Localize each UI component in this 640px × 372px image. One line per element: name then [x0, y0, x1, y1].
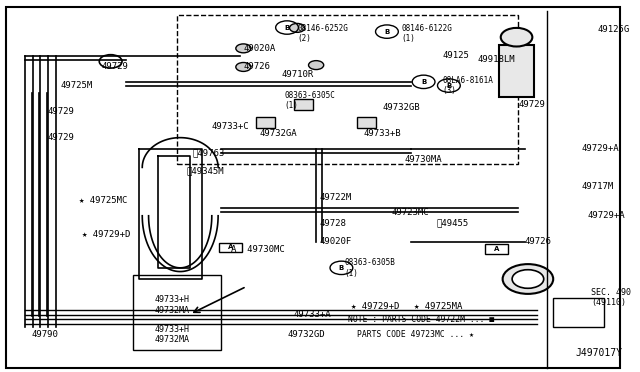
Text: 49733+B: 49733+B [364, 129, 401, 138]
Text: 49732GD: 49732GD [287, 330, 325, 339]
Text: ⒗49345M: ⒗49345M [186, 167, 224, 176]
Text: 49732GB: 49732GB [383, 103, 420, 112]
Text: 49918LM: 49918LM [477, 55, 515, 64]
Text: 49729: 49729 [47, 133, 74, 142]
Bar [132, 275, 221, 350]
Circle shape [236, 44, 251, 53]
Text: B: B [339, 265, 344, 271]
Text: 49725M: 49725M [60, 81, 92, 90]
Text: 49729+A: 49729+A [582, 144, 620, 153]
Text: 08LA6-8161A
(3): 08LA6-8161A (3) [443, 76, 493, 95]
Text: 08363-6305B
(1): 08363-6305B (1) [344, 258, 396, 278]
Circle shape [308, 61, 324, 70]
Bar [220, 243, 242, 252]
Text: ★ 49725MA: ★ 49725MA [414, 302, 463, 311]
Text: A  49730MC: A 49730MC [231, 245, 285, 254]
Text: A: A [493, 246, 499, 252]
Text: ★ 49729+D: ★ 49729+D [82, 230, 131, 239]
Text: 49722M: 49722M [319, 193, 351, 202]
Text: 49733+H
49732MA: 49733+H 49732MA [155, 325, 190, 344]
Text: 49729: 49729 [47, 107, 74, 116]
Bar [256, 117, 275, 128]
Text: ★ 49725MC: ★ 49725MC [79, 196, 127, 205]
Text: 08146-6252G
(2): 08146-6252G (2) [297, 24, 348, 43]
Text: 08146-6122G
(1): 08146-6122G (1) [401, 24, 452, 43]
Text: ★ 49729+D: ★ 49729+D [351, 302, 399, 311]
Circle shape [99, 55, 122, 68]
Text: 49020A: 49020A [243, 44, 276, 53]
Text: 49020F: 49020F [319, 237, 351, 246]
Text: 49729: 49729 [101, 62, 128, 71]
Text: ⒗49763: ⒗49763 [193, 148, 225, 157]
Text: 49733+A: 49733+A [294, 310, 332, 319]
Bar [485, 244, 508, 254]
Circle shape [236, 62, 251, 71]
Text: B: B [446, 83, 451, 89]
Text: 08363-6305C
(1): 08363-6305C (1) [285, 91, 335, 110]
Text: 49726: 49726 [525, 237, 552, 246]
Text: 49125G: 49125G [598, 25, 630, 34]
Text: ⒗49455: ⒗49455 [436, 219, 468, 228]
Circle shape [502, 264, 553, 294]
Text: 49723MC: 49723MC [392, 208, 429, 217]
Text: 49729+A: 49729+A [588, 211, 626, 220]
Text: 49790: 49790 [31, 330, 58, 339]
Text: 49730MA: 49730MA [404, 155, 442, 164]
Text: B: B [384, 29, 390, 35]
Text: PARTS CODE 49723MC ... ★: PARTS CODE 49723MC ... ★ [357, 330, 474, 339]
Text: 49728: 49728 [319, 219, 346, 228]
Text: 49729: 49729 [518, 100, 545, 109]
Bar [499, 45, 534, 97]
Text: 49726: 49726 [243, 62, 270, 71]
Text: 49717M: 49717M [582, 182, 614, 190]
Text: 49732GA: 49732GA [259, 129, 297, 138]
Text: 49733+H
49732MA: 49733+H 49732MA [155, 295, 190, 315]
Text: B: B [421, 79, 426, 85]
Text: J497017Y: J497017Y [575, 349, 622, 358]
Circle shape [500, 28, 532, 46]
Text: NOTE : PARTS CODE 49722M ... ■: NOTE : PARTS CODE 49722M ... ■ [348, 315, 494, 324]
Bar [177, 15, 518, 164]
Text: 49733+C: 49733+C [212, 122, 250, 131]
Text: 49710R: 49710R [282, 70, 314, 79]
Circle shape [289, 23, 305, 32]
Text: 49125: 49125 [443, 51, 470, 60]
Circle shape [512, 270, 544, 288]
Text: B: B [284, 25, 290, 31]
Text: SEC. 490
(49110): SEC. 490 (49110) [591, 288, 631, 307]
Bar [357, 117, 376, 128]
Bar [553, 298, 604, 327]
Text: A: A [228, 244, 234, 250]
Bar [294, 99, 313, 110]
